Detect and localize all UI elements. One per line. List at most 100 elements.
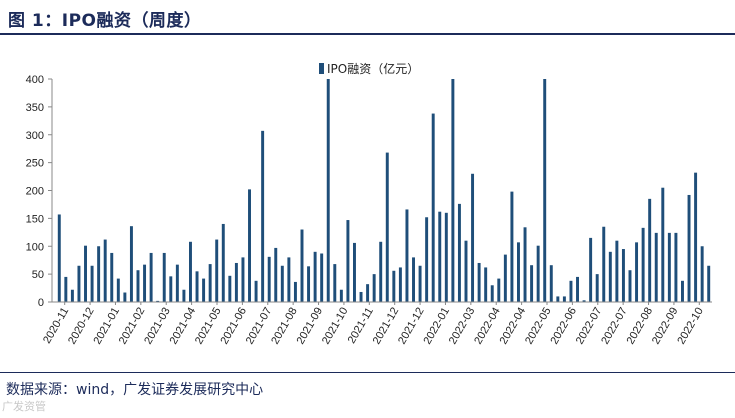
- y-tick-label: 250: [26, 158, 44, 170]
- source-divider: [0, 372, 735, 373]
- bar: [536, 245, 540, 302]
- bar: [549, 265, 553, 302]
- bar: [674, 232, 678, 302]
- bar: [595, 274, 599, 303]
- bar: [90, 265, 94, 302]
- legend: IPO融资（亿元）: [319, 61, 419, 76]
- bar: [654, 232, 658, 302]
- bar: [215, 239, 219, 302]
- y-tick-label: 400: [26, 74, 44, 86]
- bar: [77, 265, 81, 302]
- bar: [425, 217, 429, 302]
- bar: [189, 241, 192, 302]
- y-tick-label: 50: [32, 269, 44, 281]
- bar: [510, 191, 514, 302]
- bar: [681, 280, 684, 302]
- watermark-text: 广发资管: [2, 400, 46, 413]
- bar: [346, 220, 350, 302]
- bar: [444, 212, 448, 302]
- bar: [228, 275, 232, 302]
- bar: [261, 130, 265, 302]
- bar: [667, 232, 671, 302]
- bar: [471, 173, 475, 302]
- bar: [274, 247, 278, 302]
- bar: [254, 280, 258, 302]
- bar: [621, 249, 625, 302]
- bar: [392, 270, 396, 302]
- bar: [248, 189, 251, 302]
- x-axis: 2020-112020-122021-012021-022021-032021-…: [41, 301, 712, 346]
- bar: [280, 265, 284, 302]
- bar: [379, 241, 383, 302]
- bar: [628, 270, 632, 302]
- bar: [700, 246, 704, 302]
- bar: [175, 264, 179, 302]
- y-tick-label: 100: [26, 241, 44, 253]
- bar: [608, 251, 612, 302]
- y-tick-label: 300: [26, 130, 44, 142]
- bar: [234, 262, 238, 302]
- bar: [530, 265, 534, 302]
- bar: [517, 242, 520, 302]
- y-tick-label: 200: [26, 186, 44, 198]
- bar: [707, 265, 711, 302]
- y-tick-label: 0: [38, 297, 44, 309]
- ipo-bar-chart: 0 50 100 150 200 250 300 350 400 2020-112020-122…: [26, 61, 712, 346]
- y-tick-label: 150: [26, 213, 44, 225]
- bar: [385, 152, 389, 302]
- bar: [64, 276, 68, 302]
- bar: [503, 254, 507, 302]
- bar: [412, 257, 415, 302]
- bar: [405, 209, 409, 302]
- bar: [523, 227, 527, 302]
- bar: [648, 198, 652, 302]
- bar: [313, 251, 317, 302]
- bar: [143, 264, 147, 302]
- bar: [398, 267, 402, 302]
- bar: [136, 270, 140, 302]
- y-axis: 0 50 100 150 200 250 300 350 400: [26, 74, 53, 309]
- bar: [615, 240, 619, 302]
- bar: [320, 253, 324, 302]
- bar: [208, 264, 212, 302]
- bar: [359, 291, 363, 302]
- bar: [267, 256, 271, 302]
- bar: [366, 284, 370, 302]
- bar: [457, 203, 461, 302]
- bar: [490, 285, 494, 302]
- bar: [438, 211, 442, 302]
- bar: [169, 276, 173, 302]
- bar: [477, 262, 481, 302]
- bar: [333, 264, 337, 302]
- bar: [484, 267, 488, 302]
- bar: [418, 265, 422, 302]
- bar: [339, 289, 343, 302]
- legend-label: IPO融资（亿元）: [327, 61, 419, 76]
- bar: [123, 292, 127, 302]
- bar: [451, 79, 455, 302]
- source-note: 数据来源：wind，广发证券发展研究中心: [6, 382, 264, 398]
- bar: [195, 271, 199, 302]
- bars-group: [57, 79, 711, 303]
- bar: [156, 300, 160, 302]
- bar: [569, 280, 573, 302]
- bar: [202, 278, 206, 302]
- bar: [162, 252, 166, 302]
- bar: [110, 252, 114, 302]
- bar: [287, 257, 291, 302]
- bar: [70, 289, 74, 302]
- bar: [182, 289, 186, 302]
- bar: [661, 187, 665, 302]
- bar: [129, 226, 133, 302]
- figure-title: 图 1：IPO融资（周度）: [8, 11, 202, 31]
- bar: [372, 274, 376, 303]
- bar: [221, 223, 225, 302]
- legend-swatch: [319, 63, 324, 74]
- bar: [300, 229, 304, 302]
- bar: [116, 278, 120, 302]
- bar: [589, 237, 593, 302]
- bar: [694, 172, 698, 302]
- bar: [497, 278, 501, 302]
- bar: [84, 245, 87, 302]
- title-divider: [0, 33, 735, 35]
